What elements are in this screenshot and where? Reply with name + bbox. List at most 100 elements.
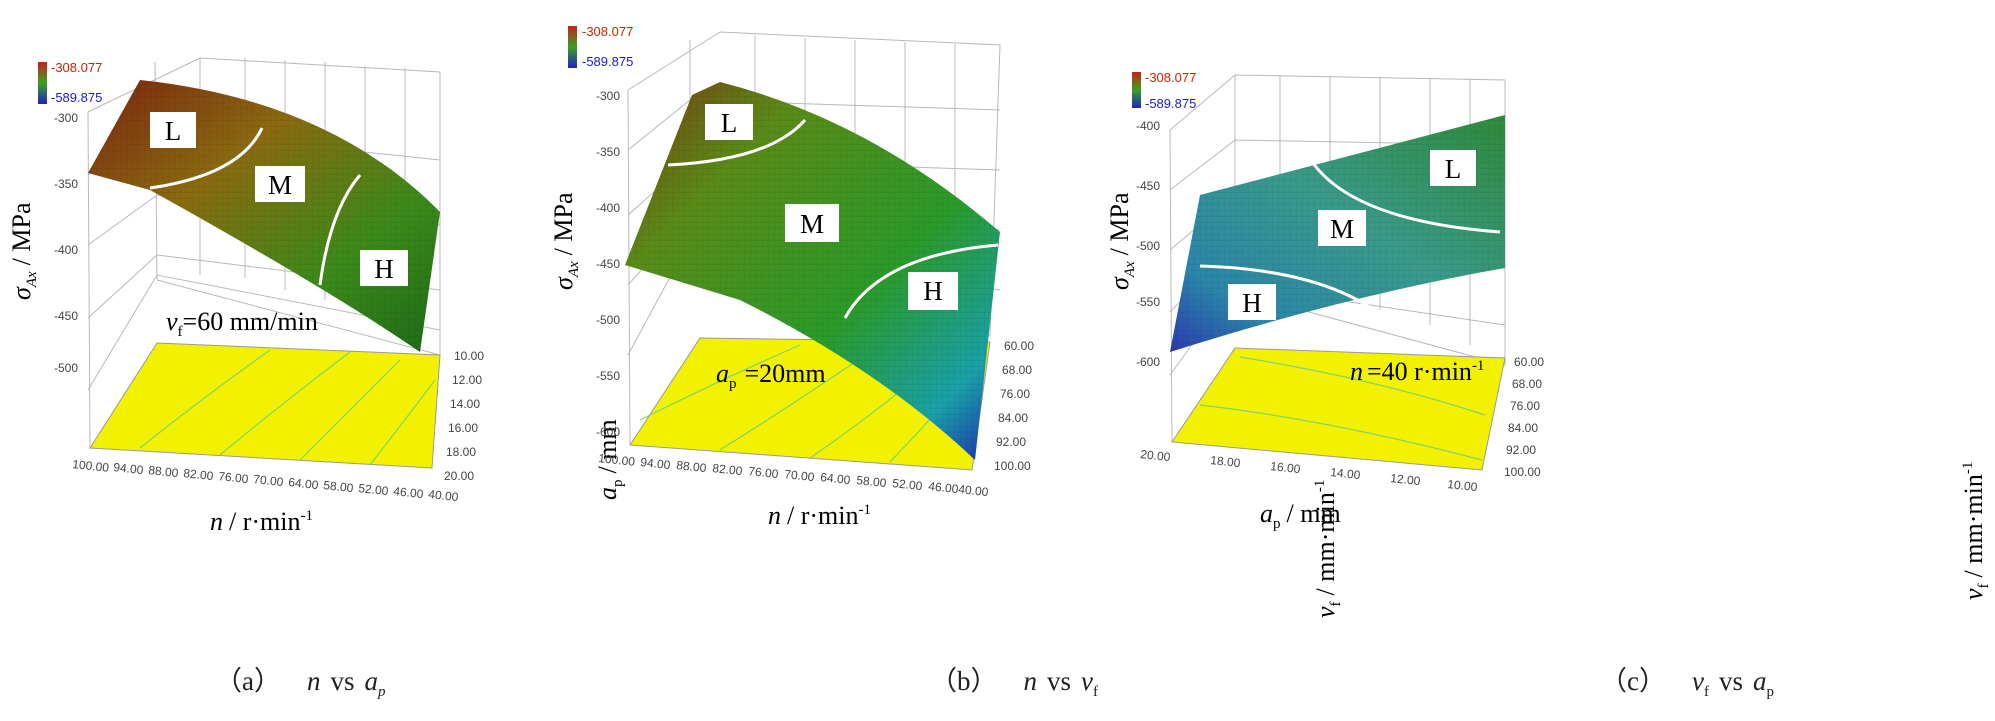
x-tick: 82.00 bbox=[712, 461, 744, 478]
x-ticks: 20.00 18.00 16.00 14.00 12.00 10.00 bbox=[1140, 447, 1479, 494]
panel-c: L M H n =40 r·min-1 -308.077 -589.875 -40… bbox=[1105, 70, 1992, 700]
zone-label-h: H bbox=[1242, 288, 1262, 318]
x-tick: 94.00 bbox=[113, 460, 145, 477]
z-tick: -400 bbox=[596, 201, 620, 215]
zone-box-m bbox=[255, 166, 305, 202]
x-tick: 14.00 bbox=[1330, 465, 1362, 482]
x-tick: 58.00 bbox=[323, 478, 355, 495]
z-tick: -350 bbox=[54, 177, 78, 191]
zone-label-h: H bbox=[923, 276, 943, 306]
legend-min: -589.875 bbox=[51, 90, 102, 105]
x-tick: 70.00 bbox=[784, 467, 816, 484]
zone-box-l bbox=[150, 112, 196, 148]
x-tick: 70.00 bbox=[253, 472, 285, 489]
x-tick: 18.00 bbox=[1210, 453, 1242, 470]
z-tick: -600 bbox=[1136, 355, 1160, 369]
fixed-parameter-annotation: n =40 r·min-1 bbox=[1350, 357, 1484, 386]
z-ticks: -400 -450 -500 -550 -600 bbox=[1136, 119, 1160, 369]
y-axis-label: vf/ mm·min-1 bbox=[1959, 462, 1992, 600]
zone-label-l: L bbox=[721, 108, 738, 138]
x-axis-label: ap / mm bbox=[1260, 499, 1341, 532]
y-tick: 10.00 bbox=[454, 349, 484, 363]
x-tick: 88.00 bbox=[676, 458, 708, 475]
x-ticks: 100.00 94.00 88.00 82.00 76.00 70.00 64.… bbox=[72, 457, 460, 504]
y-tick: 60.00 bbox=[1514, 355, 1544, 369]
color-legend-bar bbox=[38, 62, 47, 104]
x-tick: 94.00 bbox=[640, 455, 672, 472]
z-tick: -500 bbox=[596, 313, 620, 327]
z-tick: -350 bbox=[596, 145, 620, 159]
y-tick: 68.00 bbox=[1512, 377, 1542, 391]
z-ticks: -300 -350 -400 -450 -500 -550 -600 bbox=[596, 89, 620, 439]
zone-label-m: M bbox=[268, 170, 292, 200]
x-tick: 46.00 bbox=[393, 484, 425, 501]
fixed-parameter-annotation: vf=60 mm/min bbox=[166, 307, 318, 340]
zone-box-h bbox=[908, 272, 958, 310]
zone-label-h: H bbox=[374, 254, 394, 284]
y-tick: 12.00 bbox=[452, 373, 482, 387]
x-tick: 64.00 bbox=[820, 470, 852, 487]
x-tick: 40.00 bbox=[958, 482, 990, 499]
x-tick: 16.00 bbox=[1270, 459, 1302, 476]
z-tick: -300 bbox=[596, 89, 620, 103]
zone-box-h bbox=[1228, 284, 1276, 320]
zone-label-m: M bbox=[800, 209, 824, 239]
boundary-lm bbox=[149, 127, 264, 190]
x-tick: 10.00 bbox=[1447, 477, 1479, 494]
x-tick: 100.00 bbox=[72, 457, 110, 475]
x-tick: 46.00 bbox=[928, 479, 960, 496]
legend-max: -308.077 bbox=[51, 60, 102, 75]
z-tick: -300 bbox=[54, 111, 78, 125]
z-tick: -550 bbox=[596, 369, 620, 383]
z-tick: -550 bbox=[1136, 295, 1160, 309]
y-tick: 60.00 bbox=[1004, 339, 1034, 353]
z-ticks: -300 -350 -400 -450 -500 bbox=[54, 111, 78, 375]
zone-box-m bbox=[1318, 210, 1366, 246]
y-tick: 16.00 bbox=[448, 421, 478, 435]
y-tick: 84.00 bbox=[1508, 421, 1538, 435]
x-axis-label: n / r·min-1 bbox=[210, 507, 313, 536]
z-axis-label: σAx/ MPa bbox=[7, 202, 40, 300]
x-tick: 100.00 bbox=[598, 451, 636, 469]
z-tick: -450 bbox=[596, 257, 620, 271]
z-axis-label: σAx/ MPa bbox=[1105, 192, 1138, 290]
z-tick: -450 bbox=[54, 309, 78, 323]
z-tick: -450 bbox=[1136, 179, 1160, 193]
x-tick: 52.00 bbox=[892, 476, 924, 493]
color-legend-bar bbox=[568, 26, 577, 68]
fixed-parameter-annotation: ap =20mm bbox=[716, 359, 826, 392]
x-tick: 88.00 bbox=[148, 463, 180, 480]
z-tick: -600 bbox=[596, 425, 620, 439]
y-axis-label: ap/ mm bbox=[593, 419, 626, 500]
x-tick: 20.00 bbox=[1140, 447, 1172, 464]
y-tick: 76.00 bbox=[1000, 387, 1030, 401]
color-legend-bar bbox=[1132, 72, 1141, 108]
legend-min: -589.875 bbox=[582, 54, 633, 69]
x-tick: 76.00 bbox=[218, 469, 250, 486]
y-tick: 92.00 bbox=[1506, 443, 1536, 457]
z-tick: -500 bbox=[54, 361, 78, 375]
x-tick: 58.00 bbox=[856, 473, 888, 490]
x-tick: 40.00 bbox=[428, 487, 460, 504]
y-ticks: 10.00 12.00 14.00 16.00 18.00 20.00 bbox=[444, 349, 484, 483]
x-tick: 12.00 bbox=[1390, 471, 1422, 488]
panel-a: L M H vf=60 mm/min -308.077 -589.875 -30… bbox=[7, 57, 626, 700]
x-tick: 82.00 bbox=[183, 466, 215, 483]
zone-label-l: L bbox=[1445, 154, 1462, 184]
x-tick: 52.00 bbox=[358, 481, 390, 498]
floor-contour bbox=[89, 342, 441, 469]
y-tick: 100.00 bbox=[994, 459, 1031, 473]
z-axis-label: σAx/ MPa bbox=[549, 192, 582, 290]
x-tick: 76.00 bbox=[748, 464, 780, 481]
zone-label-l: L bbox=[165, 116, 182, 146]
zone-box-l bbox=[1430, 150, 1476, 186]
boundary-mh bbox=[1199, 264, 1400, 332]
boundary-ml bbox=[1303, 149, 1501, 234]
panel-b: L M H ap =20mm -308.077 -589.875 -300 -35… bbox=[549, 24, 1344, 700]
zone-box-m bbox=[785, 204, 839, 242]
y-tick: 20.00 bbox=[444, 469, 474, 483]
zone-label-m: M bbox=[1330, 214, 1354, 244]
x-tick: 64.00 bbox=[288, 475, 320, 492]
boundary-lm bbox=[667, 119, 807, 167]
